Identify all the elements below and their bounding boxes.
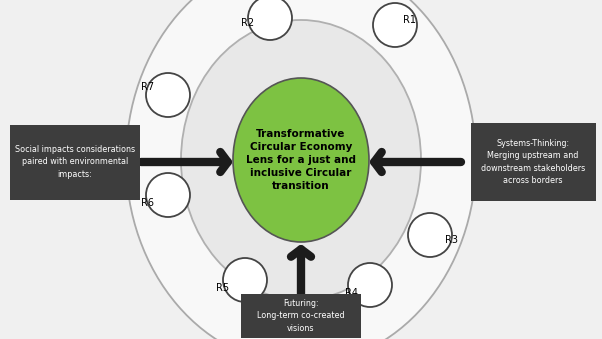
Text: R1: R1 <box>403 15 417 25</box>
FancyBboxPatch shape <box>471 123 595 201</box>
FancyBboxPatch shape <box>241 294 361 338</box>
Circle shape <box>248 0 292 40</box>
Text: R7: R7 <box>141 82 155 92</box>
Text: Transformative
Circular Economy
Lens for a just and
inclusive Circular
transitio: Transformative Circular Economy Lens for… <box>246 128 356 192</box>
Text: R5: R5 <box>217 283 229 293</box>
Ellipse shape <box>233 78 369 242</box>
Text: R6: R6 <box>141 198 155 208</box>
Circle shape <box>348 263 392 307</box>
FancyBboxPatch shape <box>10 124 140 199</box>
Ellipse shape <box>181 20 421 300</box>
Text: R4: R4 <box>346 288 359 298</box>
Text: R2: R2 <box>241 18 255 28</box>
Text: R3: R3 <box>445 235 459 245</box>
Circle shape <box>373 3 417 47</box>
Circle shape <box>223 258 267 302</box>
Circle shape <box>408 213 452 257</box>
Text: Social impacts considerations
paired with environmental
impacts:: Social impacts considerations paired wit… <box>15 145 135 179</box>
Ellipse shape <box>126 0 476 339</box>
Text: Systems-Thinking:
Merging upstream and
downstream stakeholders
across borders: Systems-Thinking: Merging upstream and d… <box>481 139 585 185</box>
Circle shape <box>146 173 190 217</box>
Text: Futuring:
Long-term co-created
visions: Futuring: Long-term co-created visions <box>257 299 345 333</box>
Circle shape <box>146 73 190 117</box>
